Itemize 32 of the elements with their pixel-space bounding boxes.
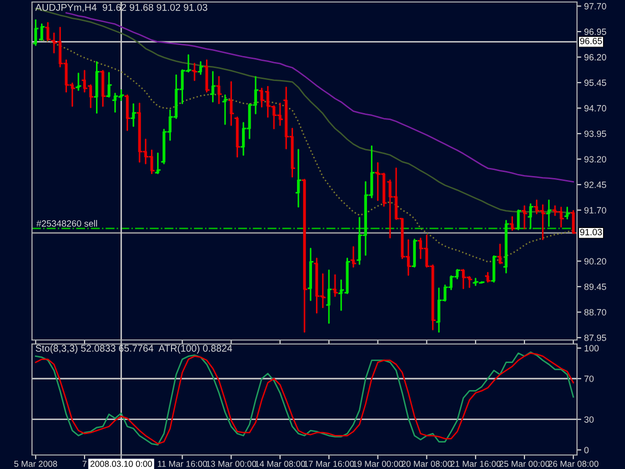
y-tick-label: 100 (584, 345, 599, 352)
y-tick-label: 30 (584, 416, 594, 423)
x-tick-label: 25 Mar 00:00 (500, 460, 550, 467)
x-tick-label: 5 Mar 2008 (14, 460, 58, 467)
y-tick-label: 88.70 (584, 309, 606, 316)
x-tick-label: 13 Mar 00:00 (206, 460, 256, 467)
x-tick-label: 21 Mar 16:00 (450, 460, 501, 467)
y-tick-label: 95.45 (584, 80, 606, 86)
y-tick-label: 91.70 (584, 207, 606, 214)
x-tick-label: 14 Mar 08:00 (255, 460, 306, 467)
y-tick-label: 70 (584, 376, 594, 382)
annotation: #25348260 sell (36, 220, 97, 227)
y-tick-label: 94.70 (584, 105, 606, 112)
x-tick-label: 19 Mar 00:00 (353, 460, 403, 467)
y-tick-label: 93.95 (584, 130, 606, 137)
y-tick-label: 96.95 (584, 28, 606, 35)
x-tick-label: 17 Mar 16:00 (304, 460, 354, 467)
x-tick-label: 7 (82, 460, 87, 467)
y-tick-label: 97.70 (584, 3, 606, 10)
y-tick-label: 0 (584, 446, 589, 454)
y-tick-label: 90.20 (584, 258, 606, 264)
y-tick-label: 92.45 (584, 182, 606, 188)
y-tick-label: 93.20 (584, 156, 606, 162)
ref-line-label: 91.03 (580, 228, 602, 236)
y-tick-label: 87.95 (584, 334, 606, 341)
y-tick-label: 89.45 (584, 284, 606, 290)
x-tick-label: 11 Mar 16:00 (158, 460, 208, 467)
x-tick-label: 2008.03.10 0:00 (90, 460, 152, 467)
ref-line-label: 96.65 (580, 38, 602, 44)
y-tick-label: 96.20 (584, 54, 606, 60)
x-tick-label: 26 Mar 08:00 (548, 460, 598, 467)
x-tick-label: 20 Mar 08:00 (402, 460, 452, 467)
